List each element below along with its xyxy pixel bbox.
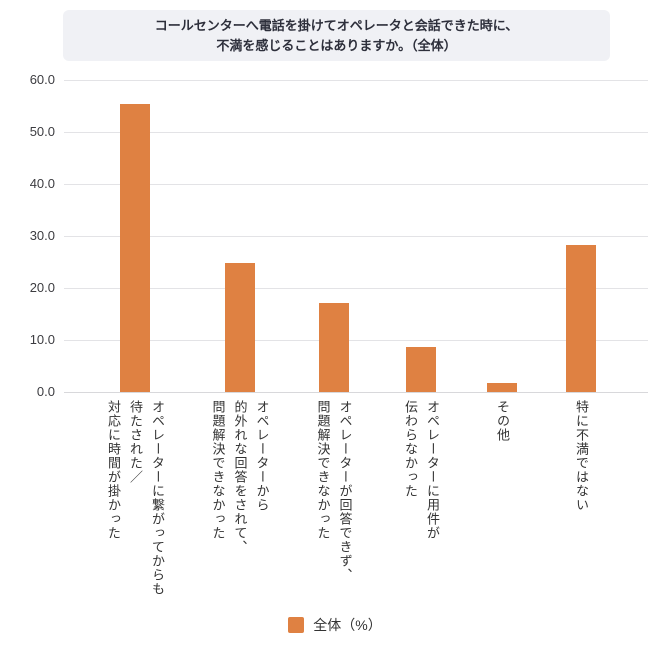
x-axis-category-label: オペレーターが回答できず、 問題解決できなかった <box>312 400 356 582</box>
gridline <box>64 236 648 237</box>
x-axis-category-label: オペレーターから 的外れな回答をされて、 問題解決できなかった <box>207 400 273 554</box>
x-axis-category-label-line: オペレーターに繋がってからも <box>150 400 165 596</box>
bar-4 <box>406 347 436 392</box>
gridline <box>64 184 648 185</box>
bar-6 <box>566 245 596 392</box>
x-axis-category-label: オペレーターに繋がってからも 待たされた／ 対応に時間が掛かった <box>102 400 168 596</box>
y-axis-tick-label: 50.0 <box>29 124 55 139</box>
legend-label: 全体（%） <box>313 617 382 633</box>
y-axis-tick-label: 20.0 <box>29 280 55 295</box>
y-axis-tick-label: 10.0 <box>29 332 55 347</box>
x-axis-category-label: オペレーターに用件が 伝わらなかった <box>399 400 443 540</box>
gridline <box>64 340 648 341</box>
x-axis-category-label-line: オペレーターが回答できず、 <box>337 400 353 582</box>
y-axis-tick-label: 40.0 <box>29 176 55 191</box>
x-axis-category-label-line: オペレーターから <box>254 400 270 512</box>
x-axis-category-label-line: 待たされた／ <box>128 400 143 484</box>
chart-title-line2: 不満を感じることはありますか。（全体） <box>216 37 457 53</box>
x-axis-category-label-line: 的外れな回答をされて、 <box>232 400 248 554</box>
x-axis-category-label-line: 問題解決できなかった <box>210 400 226 540</box>
y-axis-tick-label: 0.0 <box>36 384 55 399</box>
x-axis-category-label: その他 <box>491 400 513 442</box>
x-axis-category-label-line: その他 <box>495 400 510 442</box>
x-axis-category-label-line: 伝わらなかった <box>403 400 418 498</box>
legend-item[interactable]: 全体（%） <box>0 615 670 635</box>
x-axis-category-label-line: 問題解決できなかった <box>315 400 331 540</box>
x-axis-category-label-line: 特に不満ではない <box>574 400 589 512</box>
chart-title-line1: コールセンターへ電話を掛けてオペレータと会話できた時に、 <box>154 17 519 33</box>
gridline <box>64 80 648 81</box>
gridline <box>64 288 648 289</box>
x-axis-category-label-line: 対応に時間が掛かった <box>106 400 121 540</box>
x-axis-category-label-line: オペレーターに用件が <box>425 400 440 540</box>
y-axis-tick-label: 60.0 <box>29 72 55 87</box>
legend-swatch-icon <box>288 617 305 633</box>
bar-5 <box>487 383 517 392</box>
bar-1 <box>120 104 150 392</box>
gridline <box>64 392 648 393</box>
gridline <box>64 132 648 133</box>
bar-2 <box>224 263 255 392</box>
y-axis-tick-label: 30.0 <box>29 228 55 243</box>
chart-title: コールセンターへ電話を掛けてオペレータと会話できた時に、 不満を感じることはあり… <box>63 10 610 61</box>
x-axis-category-label: 特に不満ではない <box>570 400 592 512</box>
bar-3 <box>318 303 349 392</box>
